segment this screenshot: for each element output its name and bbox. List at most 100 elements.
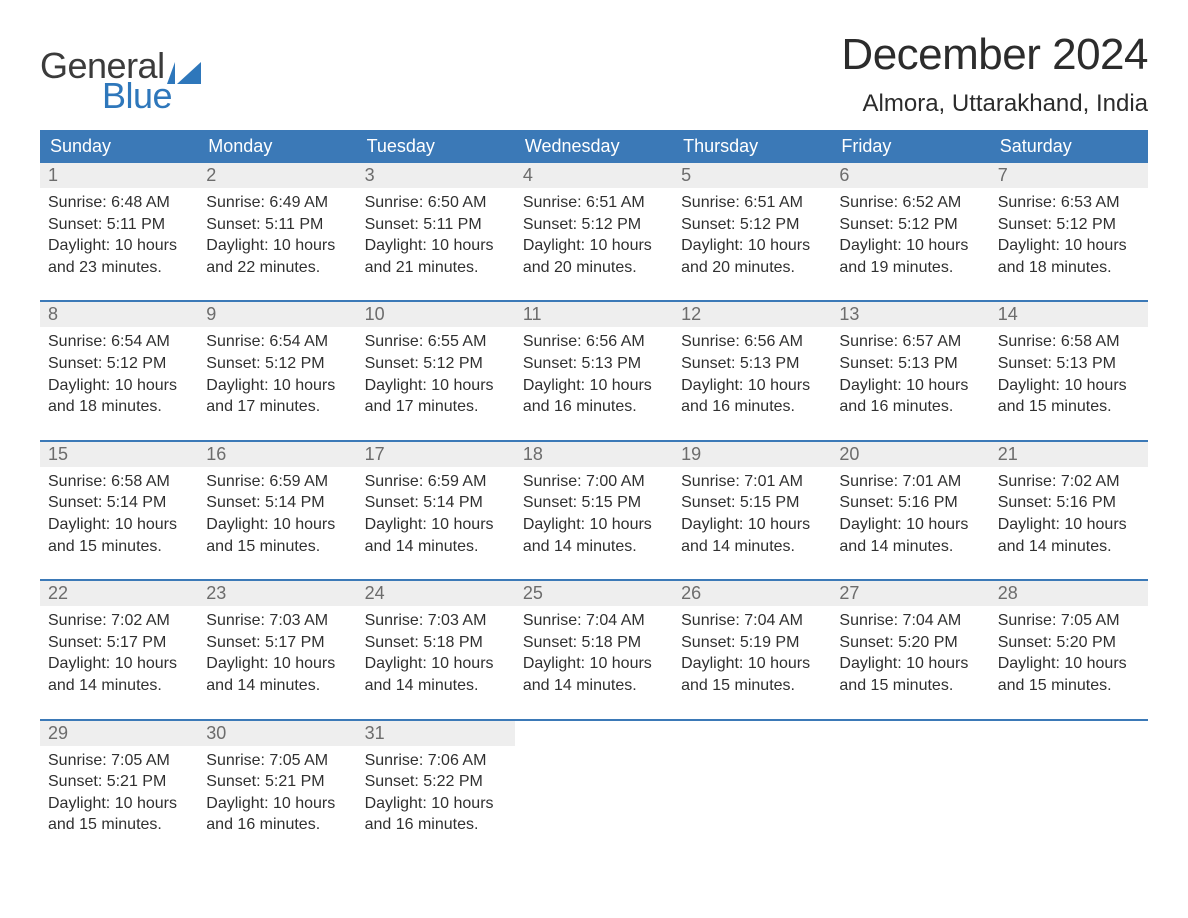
day-number	[990, 721, 1148, 746]
sunset-text: Sunset: 5:11 PM	[48, 214, 190, 236]
daylight-text: and 15 minutes.	[48, 814, 190, 836]
daylight-text: Daylight: 10 hours	[523, 375, 665, 397]
day-number: 9	[198, 302, 356, 327]
day-detail: Sunrise: 6:51 AMSunset: 5:12 PMDaylight:…	[515, 188, 673, 301]
sunrise-text: Sunrise: 7:00 AM	[523, 471, 665, 493]
day-number: 14	[990, 302, 1148, 327]
sunset-text: Sunset: 5:12 PM	[206, 353, 348, 375]
sunrise-text: Sunrise: 6:54 AM	[48, 331, 190, 353]
day-number: 26	[673, 581, 831, 606]
day-detail: Sunrise: 6:58 AMSunset: 5:14 PMDaylight:…	[40, 467, 198, 580]
daylight-text: and 14 minutes.	[681, 536, 823, 558]
daylight-text: and 14 minutes.	[48, 675, 190, 697]
day-number: 17	[357, 442, 515, 467]
daynum-row: 15161718192021	[40, 442, 1148, 467]
day-detail: Sunrise: 6:59 AMSunset: 5:14 PMDaylight:…	[198, 467, 356, 580]
day-detail: Sunrise: 6:54 AMSunset: 5:12 PMDaylight:…	[40, 327, 198, 440]
day-number: 31	[357, 721, 515, 746]
daylight-text: Daylight: 10 hours	[48, 653, 190, 675]
day-number: 28	[990, 581, 1148, 606]
daylight-text: Daylight: 10 hours	[839, 235, 981, 257]
sunset-text: Sunset: 5:12 PM	[48, 353, 190, 375]
day-detail: Sunrise: 7:00 AMSunset: 5:15 PMDaylight:…	[515, 467, 673, 580]
heading: December 2024 Almora, Uttarakhand, India	[841, 30, 1148, 118]
day-detail: Sunrise: 6:57 AMSunset: 5:13 PMDaylight:…	[831, 327, 989, 440]
day-number: 13	[831, 302, 989, 327]
day-number: 23	[198, 581, 356, 606]
calendar-table: Sunday Monday Tuesday Wednesday Thursday…	[40, 130, 1148, 858]
daylight-text: and 17 minutes.	[206, 396, 348, 418]
day-detail: Sunrise: 7:01 AMSunset: 5:15 PMDaylight:…	[673, 467, 831, 580]
sunset-text: Sunset: 5:15 PM	[523, 492, 665, 514]
daylight-text: and 18 minutes.	[48, 396, 190, 418]
sunset-text: Sunset: 5:18 PM	[365, 632, 507, 654]
day-number: 2	[198, 163, 356, 188]
sunset-text: Sunset: 5:21 PM	[48, 771, 190, 793]
sunrise-text: Sunrise: 6:51 AM	[523, 192, 665, 214]
daylight-text: and 15 minutes.	[839, 675, 981, 697]
sunrise-text: Sunrise: 6:58 AM	[998, 331, 1140, 353]
day-number: 27	[831, 581, 989, 606]
sunset-text: Sunset: 5:15 PM	[681, 492, 823, 514]
sunrise-text: Sunrise: 6:54 AM	[206, 331, 348, 353]
day-detail	[515, 746, 673, 858]
daylight-text: Daylight: 10 hours	[523, 235, 665, 257]
day-detail: Sunrise: 6:56 AMSunset: 5:13 PMDaylight:…	[673, 327, 831, 440]
sunrise-text: Sunrise: 7:03 AM	[206, 610, 348, 632]
day-detail	[673, 746, 831, 858]
daylight-text: and 15 minutes.	[681, 675, 823, 697]
day-detail: Sunrise: 6:54 AMSunset: 5:12 PMDaylight:…	[198, 327, 356, 440]
daylight-text: Daylight: 10 hours	[998, 653, 1140, 675]
sunset-text: Sunset: 5:14 PM	[48, 492, 190, 514]
sunset-text: Sunset: 5:22 PM	[365, 771, 507, 793]
sunrise-text: Sunrise: 6:58 AM	[48, 471, 190, 493]
sunrise-text: Sunrise: 7:04 AM	[681, 610, 823, 632]
day-number: 16	[198, 442, 356, 467]
day-detail: Sunrise: 6:48 AMSunset: 5:11 PMDaylight:…	[40, 188, 198, 301]
day-number: 12	[673, 302, 831, 327]
location: Almora, Uttarakhand, India	[841, 90, 1148, 118]
sunrise-text: Sunrise: 6:52 AM	[839, 192, 981, 214]
day-number: 18	[515, 442, 673, 467]
sunset-text: Sunset: 5:11 PM	[206, 214, 348, 236]
dayname-fri: Friday	[831, 130, 989, 163]
daylight-text: and 21 minutes.	[365, 257, 507, 279]
sunrise-text: Sunrise: 7:04 AM	[523, 610, 665, 632]
sunrise-text: Sunrise: 6:50 AM	[365, 192, 507, 214]
sunset-text: Sunset: 5:14 PM	[365, 492, 507, 514]
day-number: 4	[515, 163, 673, 188]
daylight-text: Daylight: 10 hours	[681, 653, 823, 675]
daylight-text: and 20 minutes.	[523, 257, 665, 279]
daylight-text: Daylight: 10 hours	[48, 375, 190, 397]
daylight-text: Daylight: 10 hours	[365, 653, 507, 675]
daynum-row: 891011121314	[40, 302, 1148, 327]
dayname-tue: Tuesday	[357, 130, 515, 163]
daylight-text: and 15 minutes.	[998, 675, 1140, 697]
sunset-text: Sunset: 5:18 PM	[523, 632, 665, 654]
day-number: 21	[990, 442, 1148, 467]
sunrise-text: Sunrise: 7:02 AM	[48, 610, 190, 632]
sunset-text: Sunset: 5:13 PM	[681, 353, 823, 375]
day-detail: Sunrise: 7:04 AMSunset: 5:19 PMDaylight:…	[673, 606, 831, 719]
daylight-text: and 20 minutes.	[681, 257, 823, 279]
daylight-text: Daylight: 10 hours	[365, 793, 507, 815]
sunrise-text: Sunrise: 7:01 AM	[681, 471, 823, 493]
daylight-text: and 16 minutes.	[839, 396, 981, 418]
sunset-text: Sunset: 5:13 PM	[523, 353, 665, 375]
day-number: 3	[357, 163, 515, 188]
daylight-text: and 14 minutes.	[365, 675, 507, 697]
daylight-text: and 15 minutes.	[206, 536, 348, 558]
daylight-text: and 14 minutes.	[523, 536, 665, 558]
daylight-text: Daylight: 10 hours	[365, 235, 507, 257]
daylight-text: and 23 minutes.	[48, 257, 190, 279]
sunset-text: Sunset: 5:12 PM	[681, 214, 823, 236]
day-detail: Sunrise: 7:06 AMSunset: 5:22 PMDaylight:…	[357, 746, 515, 858]
daylight-text: Daylight: 10 hours	[206, 514, 348, 536]
day-detail: Sunrise: 6:56 AMSunset: 5:13 PMDaylight:…	[515, 327, 673, 440]
day-detail: Sunrise: 6:49 AMSunset: 5:11 PMDaylight:…	[198, 188, 356, 301]
sunset-text: Sunset: 5:19 PM	[681, 632, 823, 654]
dayname-row: Sunday Monday Tuesday Wednesday Thursday…	[40, 130, 1148, 163]
daylight-text: and 14 minutes.	[523, 675, 665, 697]
detail-row: Sunrise: 6:48 AMSunset: 5:11 PMDaylight:…	[40, 188, 1148, 301]
daylight-text: and 16 minutes.	[206, 814, 348, 836]
